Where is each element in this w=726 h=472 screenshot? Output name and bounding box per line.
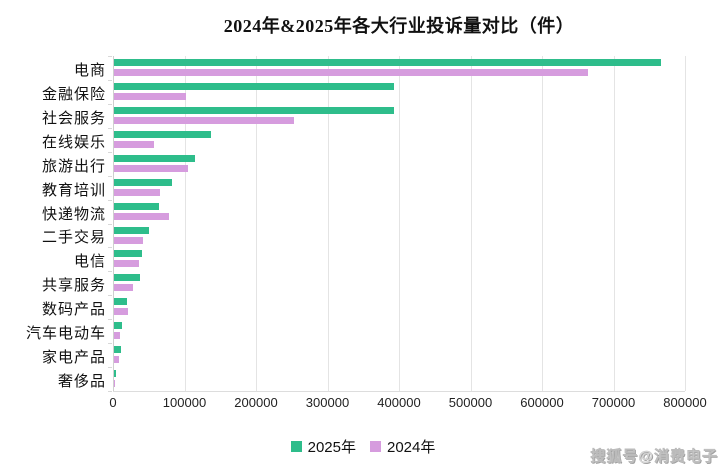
- bar-2024年-教育培训: [114, 188, 161, 196]
- y-axis-tick: [108, 127, 112, 129]
- category-label: 数码产品: [41, 302, 106, 319]
- y-axis-tick: [108, 271, 112, 273]
- bar-2024年-共享服务: [114, 284, 134, 292]
- y-axis-tick: [108, 79, 112, 81]
- y-axis-tick: [108, 295, 112, 297]
- x-tick-label: 0: [109, 395, 117, 410]
- category-label: 社会服务: [41, 110, 106, 127]
- legend-label: 2024年: [387, 438, 436, 456]
- y-axis-tick: [108, 199, 112, 201]
- gridline: [613, 56, 615, 391]
- y-axis-tick: [108, 103, 112, 105]
- bar-2024年-快递物流: [114, 212, 170, 220]
- bar-2024年-电信: [114, 260, 140, 268]
- category-label: 教育培训: [41, 182, 106, 199]
- y-axis-category-labels: 电商金融保险社会服务在线娱乐旅游出行教育培训快递物流二手交易电信共享服务数码产品…: [0, 56, 106, 391]
- bar-2024年-社会服务: [114, 116, 295, 124]
- legend: 2025年 2024年: [0, 434, 726, 458]
- y-axis-tick: [108, 175, 112, 177]
- category-label: 快递物流: [41, 206, 106, 223]
- gridline: [256, 56, 257, 391]
- bar-2025年-社会服务: [114, 106, 394, 114]
- bar-2025年-电商: [114, 59, 661, 66]
- x-tick-label: 300000: [305, 395, 350, 410]
- y-axis-tick: [108, 367, 112, 369]
- bar-2025年-共享服务: [114, 274, 140, 282]
- category-label: 共享服务: [41, 278, 106, 295]
- bar-2024年-在线娱乐: [114, 140, 155, 148]
- bar-2024年-奢侈品: [114, 380, 116, 388]
- bar-2025年-数码产品: [114, 298, 127, 306]
- bar-2025年-快递物流: [114, 202, 160, 210]
- x-tick-label: 400000: [377, 395, 421, 410]
- y-axis-tick: [108, 391, 112, 392]
- x-tick-label: 800000: [663, 395, 707, 410]
- bar-2025年-金融保险: [114, 82, 395, 90]
- gridline: [470, 56, 472, 391]
- legend-label: 2025年: [307, 438, 356, 456]
- category-label: 奢侈品: [57, 374, 106, 391]
- bar-2025年-旅游出行: [114, 154, 195, 162]
- x-axis-line: [113, 391, 685, 392]
- x-tick-label: 200000: [234, 395, 278, 410]
- bar-2025年-家电产品: [114, 346, 122, 354]
- bar-2025年-汽车电动车: [114, 322, 123, 330]
- y-axis-tick: [108, 151, 112, 153]
- y-axis-tick: [108, 56, 112, 57]
- category-label: 二手交易: [41, 230, 106, 247]
- bar-2025年-奢侈品: [114, 370, 117, 378]
- chart-title: 2024年&2025年各大行业投诉量对比（件）: [223, 16, 575, 36]
- gridline: [327, 56, 329, 391]
- legend-swatch: [370, 440, 381, 452]
- gridline: [399, 56, 400, 391]
- bar-2025年-教育培训: [114, 178, 172, 186]
- legend-item-2025年: 2025年: [290, 436, 356, 457]
- y-axis-tick: [108, 319, 112, 321]
- bar-2025年-电信: [114, 250, 142, 258]
- x-tick-label: 100000: [162, 395, 207, 410]
- bar-2024年-金融保险: [114, 92, 187, 100]
- bar-2024年-汽车电动车: [114, 332, 120, 340]
- x-tick-label: 700000: [591, 395, 636, 410]
- y-axis-tick: [108, 343, 112, 345]
- y-axis-tick: [108, 247, 112, 249]
- category-label: 旅游出行: [41, 158, 106, 175]
- plot-area: [108, 56, 686, 392]
- category-label: 电商: [73, 62, 106, 79]
- bar-2024年-数码产品: [114, 308, 128, 316]
- legend-swatch: [290, 440, 302, 452]
- category-label: 汽车电动车: [25, 326, 106, 343]
- category-label: 金融保险: [41, 86, 106, 103]
- bar-2025年-在线娱乐: [114, 130, 211, 138]
- x-axis-tick-labels: 0 100000 200000 300000 400000 500000 600000 700…: [109, 395, 706, 413]
- bar-2024年-旅游出行: [114, 164, 188, 172]
- watermark: 搜狐号@消费电子: [590, 448, 718, 465]
- y-axis-tick: [108, 223, 112, 225]
- bar-2024年-二手交易: [114, 236, 143, 244]
- category-label: 电信: [73, 254, 106, 271]
- gridline: [542, 56, 543, 391]
- x-tick-label: 500000: [448, 395, 493, 410]
- gridline: [184, 56, 186, 391]
- legend-item-2024年: 2024年: [370, 436, 435, 457]
- bar-2024年-家电产品: [114, 356, 120, 364]
- category-label: 在线娱乐: [41, 134, 106, 151]
- bar-2024年-电商: [114, 69, 589, 76]
- bar-2025年-二手交易: [114, 226, 150, 234]
- x-tick-label: 600000: [520, 395, 564, 410]
- category-label: 家电产品: [41, 350, 106, 367]
- gridline: [685, 56, 686, 391]
- y-axis-line: [113, 56, 114, 391]
